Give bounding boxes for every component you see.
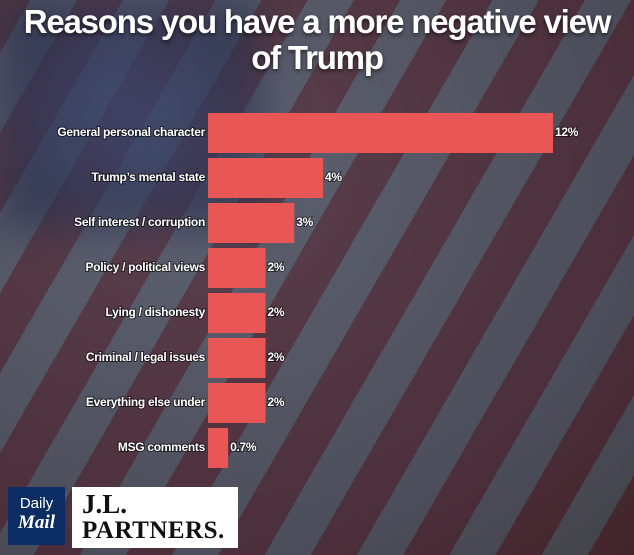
category-label: Everything else under <box>86 395 206 409</box>
bar <box>208 293 266 333</box>
category-label: MSG comments <box>118 440 206 454</box>
category-label: Lying / dishonesty <box>105 305 205 319</box>
value-label: 12% <box>555 125 579 139</box>
value-label: 2% <box>268 260 285 274</box>
category-label: Trump’s mental state <box>91 170 205 184</box>
daily-mail-logo: Daily Mail <box>8 487 65 545</box>
bar <box>208 338 266 378</box>
category-label: Policy / political views <box>85 260 205 274</box>
value-label: 4% <box>325 170 342 184</box>
value-label: 3% <box>296 215 313 229</box>
bar <box>208 383 266 423</box>
value-label: 2% <box>268 350 285 364</box>
category-label: Criminal / legal issues <box>86 350 206 364</box>
bar <box>208 428 229 468</box>
logo-text: PARTNERS. <box>82 517 225 544</box>
jl-partners-logo: J.L. PARTNERS. <box>72 487 238 548</box>
value-label: 2% <box>268 395 285 409</box>
value-label: 2% <box>268 305 285 319</box>
category-label: General personal character <box>57 125 205 139</box>
logo-text: Daily <box>19 495 54 512</box>
category-label: Self interest / corruption <box>74 215 205 229</box>
logo-text: J.L. <box>82 489 128 519</box>
bar <box>208 113 553 153</box>
bar <box>208 203 295 243</box>
bar <box>208 158 323 198</box>
chart-title: Reasons you have a more negative view of… <box>23 3 612 76</box>
logo-text: Mail <box>18 512 55 533</box>
bar <box>208 248 266 288</box>
value-label: 0.7% <box>230 440 257 454</box>
